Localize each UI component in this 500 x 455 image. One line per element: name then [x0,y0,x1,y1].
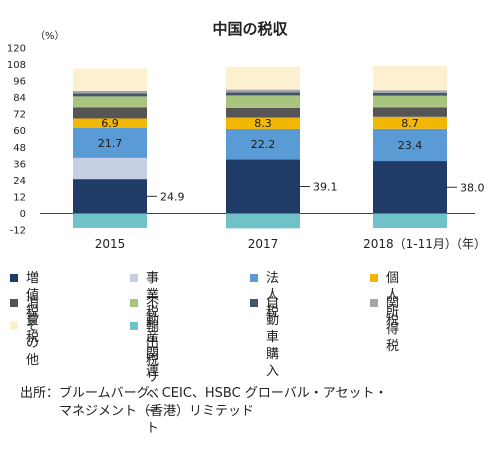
legend-item: その他 [10,318,39,369]
legend-item: 増値税 [10,270,39,321]
data-label: 8.3 [254,117,272,130]
bar-segment-5 [373,107,447,117]
legend-item: 法人税 [250,270,279,321]
bar-segment-8 [73,90,147,94]
bar-segment-3 [373,128,447,162]
data-label: 23.4 [398,139,423,152]
bar-segment-1 [373,161,447,214]
x-axis-label: （年） [450,237,486,251]
tax-revenue-chart: -12 0 12 24 36 48 60 72 84 96 108 120 21.7 6.9 24.9 201… [7,44,486,252]
y-tick-label: 84 [13,93,26,104]
x-tick-label: 2015 [95,237,126,251]
legend-swatch [130,322,138,330]
bar-segment-10 [73,213,147,228]
bar-segment-5 [226,107,300,118]
y-tick-label: -12 [10,226,26,237]
bar-segment-1 [73,179,147,214]
bar-segment-9 [373,66,447,91]
legend-item: 不動産関連 [130,295,159,380]
data-label: 24.9 [160,190,185,203]
source-note: 出所：ブルームバーグ、CEIC、HSBC グローバル・アセット・ マネジメント（… [20,386,388,419]
legend-label: 輸出税 リベート [146,319,160,436]
legend-swatch [370,274,378,282]
bar-segment-9 [226,66,300,90]
bar-segment-5 [73,107,147,119]
y-tick-label: 36 [13,159,26,170]
legend-swatch [130,274,138,282]
chart-title: 中国の税収 [212,20,288,38]
y-tick-label: 120 [7,44,26,55]
y-tick-label: 60 [13,126,26,137]
legend-item: 輸出税 リベート [130,318,159,437]
y-tick-label: 24 [13,176,26,187]
legend-swatch [370,299,378,307]
bar-segment-8 [373,90,447,93]
data-label: 21.7 [98,137,123,150]
legend-label: 不動産関連 [146,296,160,379]
bar-segment-9 [73,68,147,91]
legend-item: 関税 [370,295,399,329]
legend-swatch [10,274,18,282]
legend-label: 個人所得税 [386,271,400,354]
bar-segment-6 [73,96,147,108]
data-label: 39.1 [313,180,338,193]
legend-swatch [250,299,258,307]
y-tick-label: 0 [20,209,26,220]
legend-label: その他 [26,319,40,368]
bar-segment-10 [226,213,300,229]
bar-segment-3 [226,128,300,160]
data-label: 22.2 [251,138,276,151]
legend-label: 自動車購入 [266,296,280,379]
bar-segment-6 [226,95,300,108]
legend-item: 消費税 [10,295,39,346]
bar-segment-3 [73,127,147,158]
bar-segment-6 [373,95,447,108]
legend-swatch [10,322,18,330]
legend-swatch [10,299,18,307]
y-tick-label: 12 [13,192,26,203]
legend-label: 法人税 [266,271,280,320]
y-tick-label: 108 [7,60,26,71]
legend-item: 自動車購入 [250,295,279,380]
y-tick-label: 96 [13,77,26,88]
data-label: 8.7 [401,117,419,130]
x-tick-label: 2018（1-11月） [363,237,457,251]
legend-label: 事業税 [146,271,160,320]
bar-segment-1 [226,159,300,214]
bar-segment-4 [373,116,447,129]
bar-segment-7 [73,93,147,97]
bar-segment-8 [226,89,300,93]
bar-segment-10 [373,213,447,229]
legend-item: 事業税 [130,270,159,321]
data-label: 38.0 [460,181,485,194]
bar-segment-7 [373,92,447,96]
bar-segment-7 [226,92,300,96]
bar-segment-4 [226,117,300,129]
y-axis-unit: （%） [35,31,65,42]
bar-segment-2 [73,157,147,180]
legend-swatch [250,274,258,282]
y-tick-label: 48 [13,143,26,154]
x-tick-label: 2017 [248,237,279,251]
legend-label: 関税 [386,296,400,328]
bar-segment-4 [73,118,147,128]
legend-label: 消費税 [26,296,40,345]
legend-item: 個人所得税 [370,270,399,355]
data-label: 6.9 [101,117,119,130]
legend-label: 増値税 [26,271,40,320]
legend-swatch [130,299,138,307]
y-tick-label: 72 [13,110,26,121]
